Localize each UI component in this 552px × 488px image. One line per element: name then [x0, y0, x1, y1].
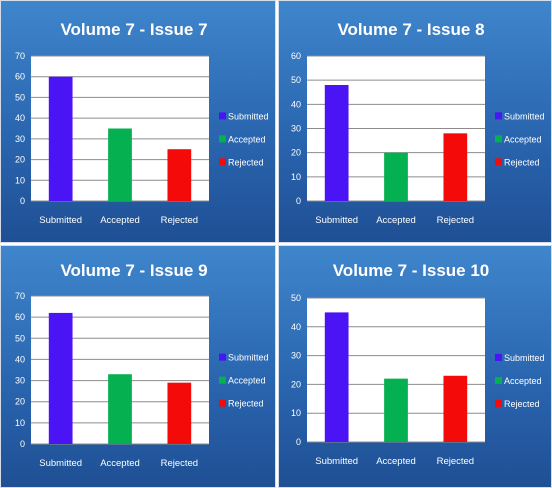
y-tick-label: 40 [15, 354, 25, 364]
y-tick-label: 50 [15, 333, 25, 343]
y-tick-label: 40 [291, 322, 301, 332]
x-tick-label: Rejected [437, 215, 475, 226]
y-tick-label: 0 [296, 437, 301, 447]
y-tick-label: 60 [291, 51, 301, 61]
legend-swatch-submitted [495, 112, 502, 120]
legend-label-rejected: Rejected [504, 399, 540, 409]
legend-label-submitted: Submitted [504, 111, 545, 121]
y-tick-label: 60 [15, 72, 25, 82]
chart-panel-issue-9: Volume 7 - Issue 9 0 10 20 30 40 50 60 70 Submitt… [0, 245, 276, 488]
y-tick-label: 40 [15, 113, 25, 123]
bar-submitted [324, 312, 349, 442]
y-tick-label: 40 [291, 99, 301, 109]
y-tick-label: 50 [15, 92, 25, 102]
bar-accepted [108, 128, 132, 201]
bar-submitted [48, 76, 73, 201]
bar-submitted [48, 312, 73, 444]
x-tick-label: Rejected [161, 215, 199, 226]
bar-accepted [108, 374, 132, 444]
legend-swatch-submitted [219, 353, 226, 361]
bar-rejected [167, 382, 192, 444]
y-tick-label: 50 [291, 75, 301, 85]
x-tick-label: Submitted [39, 215, 82, 226]
legend-label-submitted: Submitted [504, 353, 545, 363]
legend-swatch-rejected [219, 158, 226, 166]
legend-label-submitted: Submitted [228, 111, 269, 121]
x-tick-label: Accepted [376, 456, 416, 467]
chart-title: Volume 7 - Issue 9 [60, 261, 207, 280]
y-tick-label: 0 [20, 439, 25, 449]
legend-label-rejected: Rejected [228, 399, 264, 409]
bar-rejected [167, 149, 192, 201]
x-tick-label: Accepted [100, 458, 140, 469]
chart-title: Volume 7 - Issue 8 [337, 20, 484, 39]
y-tick-label: 0 [296, 196, 301, 206]
y-tick-label: 20 [291, 379, 301, 389]
bar-rejected [443, 133, 468, 201]
bar-submitted [324, 85, 349, 201]
chart-svg-issue-9: Volume 7 - Issue 9 0 10 20 30 40 50 60 70 Submitt… [15, 261, 269, 469]
y-tick-label: 20 [15, 155, 25, 165]
legend-swatch-accepted [219, 376, 226, 384]
legend-label-rejected: Rejected [504, 157, 540, 167]
y-tick-label: 60 [15, 312, 25, 322]
bar-accepted [384, 378, 408, 442]
y-tick-label: 30 [291, 124, 301, 134]
legend-swatch-rejected [495, 399, 502, 407]
x-tick-label: Accepted [100, 215, 140, 226]
y-tick-label: 10 [15, 418, 25, 428]
y-tick-label: 30 [15, 376, 25, 386]
y-tick-label: 0 [20, 196, 25, 206]
x-tick-label: Submitted [39, 458, 82, 469]
legend-swatch-rejected [219, 399, 226, 407]
chart-panel-issue-7: Volume 7 - Issue 7 0 10 20 30 40 50 60 70 Submitt… [0, 0, 276, 243]
bar-accepted [384, 152, 408, 201]
x-tick-label: Rejected [437, 456, 475, 467]
y-tick-label: 70 [15, 291, 25, 301]
x-tick-label: Submitted [315, 456, 358, 467]
y-tick-label: 20 [15, 397, 25, 407]
x-tick-label: Rejected [161, 458, 199, 469]
chart-panel-issue-10: Volume 7 - Issue 10 0 10 20 30 40 50 Submitted A… [278, 245, 552, 488]
chart-svg-issue-10: Volume 7 - Issue 10 0 10 20 30 40 50 Submitted A… [291, 261, 545, 467]
chart-title: Volume 7 - Issue 7 [60, 20, 207, 39]
legend-label-accepted: Accepted [504, 134, 542, 144]
legend-swatch-submitted [495, 353, 502, 361]
chart-title: Volume 7 - Issue 10 [333, 261, 490, 280]
y-tick-label: 20 [291, 148, 301, 158]
legend-label-accepted: Accepted [228, 376, 266, 386]
legend-swatch-accepted [219, 135, 226, 143]
y-tick-label: 70 [15, 51, 25, 61]
bar-rejected [443, 375, 468, 442]
legend-swatch-rejected [495, 158, 502, 166]
legend-label-accepted: Accepted [504, 376, 542, 386]
chart-svg-issue-7: Volume 7 - Issue 7 0 10 20 30 40 50 60 70 Submitt… [15, 20, 269, 226]
y-tick-label: 30 [15, 134, 25, 144]
x-tick-label: Submitted [315, 215, 358, 226]
legend-label-rejected: Rejected [228, 157, 264, 167]
legend-label-accepted: Accepted [228, 134, 266, 144]
y-tick-label: 10 [15, 175, 25, 185]
y-tick-label: 30 [291, 351, 301, 361]
y-tick-label: 10 [291, 172, 301, 182]
chart-svg-issue-8: Volume 7 - Issue 8 0 10 20 30 40 50 60 Submitted… [291, 20, 545, 226]
chart-panel-issue-8: Volume 7 - Issue 8 0 10 20 30 40 50 60 Submitted… [278, 0, 552, 243]
legend-label-submitted: Submitted [228, 353, 269, 363]
legend-swatch-submitted [219, 112, 226, 120]
y-tick-label: 50 [291, 293, 301, 303]
y-tick-label: 10 [291, 408, 301, 418]
legend-swatch-accepted [495, 376, 502, 384]
legend-swatch-accepted [495, 135, 502, 143]
x-tick-label: Accepted [376, 215, 416, 226]
